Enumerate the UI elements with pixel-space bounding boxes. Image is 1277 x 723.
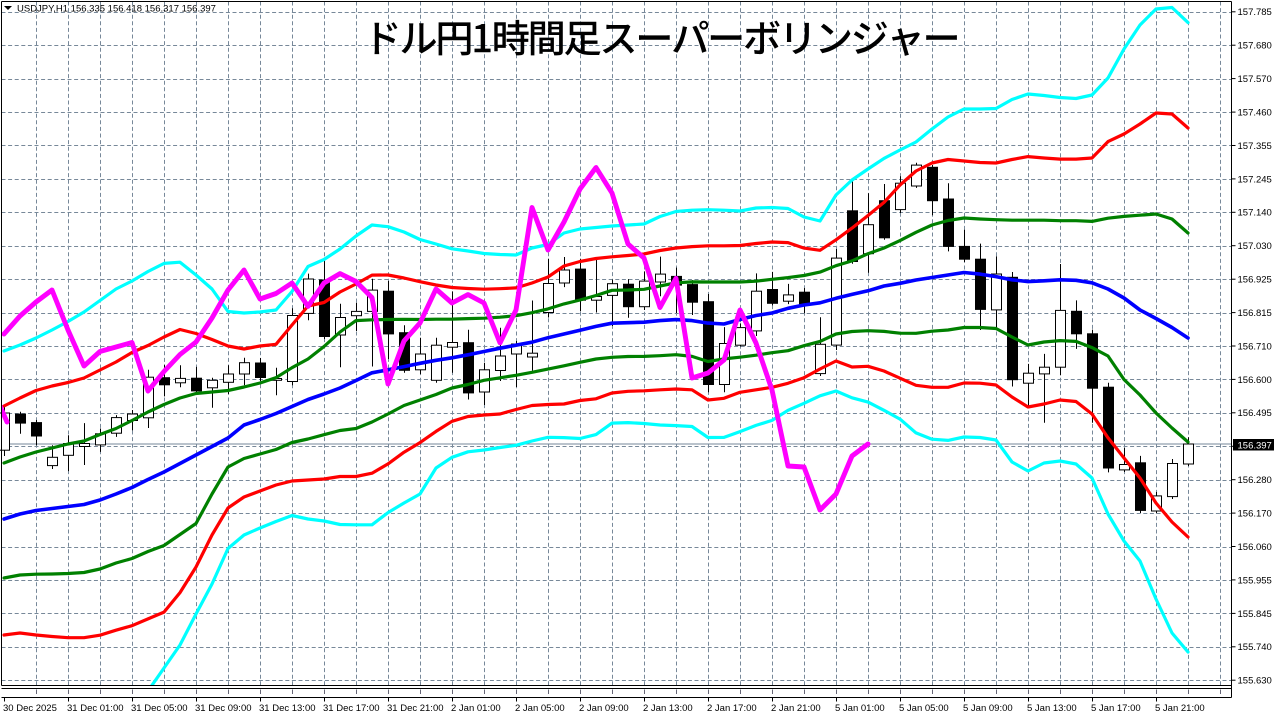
svg-text:5 Jan 21:00: 5 Jan 21:00 [1155, 703, 1205, 714]
svg-text:157.030: 157.030 [1238, 241, 1272, 252]
svg-text:157.680: 157.680 [1238, 41, 1272, 52]
svg-text:157.570: 157.570 [1238, 74, 1272, 85]
svg-text:5 Jan 17:00: 5 Jan 17:00 [1091, 703, 1141, 714]
svg-text:156.925: 156.925 [1238, 275, 1272, 286]
svg-text:2 Jan 17:00: 2 Jan 17:00 [707, 703, 757, 714]
svg-text:155.845: 155.845 [1238, 609, 1272, 620]
svg-text:155.630: 155.630 [1238, 676, 1272, 687]
svg-text:5 Jan 01:00: 5 Jan 01:00 [835, 703, 885, 714]
svg-text:2 Jan 05:00: 2 Jan 05:00 [515, 703, 565, 714]
svg-text:157.245: 157.245 [1238, 174, 1272, 185]
svg-text:2 Jan 13:00: 2 Jan 13:00 [643, 703, 693, 714]
svg-text:31 Dec 13:00: 31 Dec 13:00 [259, 703, 316, 714]
svg-text:30 Dec 2025: 30 Dec 2025 [3, 703, 57, 714]
svg-text:156.710: 156.710 [1238, 341, 1272, 352]
svg-text:156.170: 156.170 [1238, 509, 1272, 520]
svg-text:31 Dec 01:00: 31 Dec 01:00 [67, 703, 124, 714]
svg-text:31 Dec 21:00: 31 Dec 21:00 [387, 703, 444, 714]
svg-text:157.460: 157.460 [1238, 108, 1272, 119]
svg-text:31 Dec 05:00: 31 Dec 05:00 [131, 703, 188, 714]
svg-text:2 Jan 09:00: 2 Jan 09:00 [579, 703, 629, 714]
svg-text:5 Jan 13:00: 5 Jan 13:00 [1027, 703, 1077, 714]
svg-text:156.060: 156.060 [1238, 542, 1272, 553]
svg-text:156.495: 156.495 [1238, 408, 1272, 419]
svg-text:155.740: 155.740 [1238, 642, 1272, 653]
svg-text:2 Jan 01:00: 2 Jan 01:00 [451, 703, 501, 714]
svg-text:157.140: 157.140 [1238, 208, 1272, 219]
svg-text:157.355: 157.355 [1238, 141, 1272, 152]
svg-text:2 Jan 21:00: 2 Jan 21:00 [771, 703, 821, 714]
svg-text:31 Dec 17:00: 31 Dec 17:00 [323, 703, 380, 714]
svg-text:5 Jan 05:00: 5 Jan 05:00 [899, 703, 949, 714]
svg-text:156.815: 156.815 [1238, 308, 1272, 319]
svg-text:155.955: 155.955 [1238, 575, 1272, 586]
svg-text:156.397: 156.397 [1238, 440, 1272, 451]
svg-text:5 Jan 09:00: 5 Jan 09:00 [963, 703, 1013, 714]
svg-text:156.280: 156.280 [1238, 475, 1272, 486]
svg-text:31 Dec 09:00: 31 Dec 09:00 [195, 703, 252, 714]
svg-text:156.600: 156.600 [1238, 375, 1272, 386]
svg-text:USDJPY,H1 156.335 156.418 156.: USDJPY,H1 156.335 156.418 156.317 156.39… [17, 4, 216, 15]
svg-text:157.785: 157.785 [1238, 7, 1272, 18]
